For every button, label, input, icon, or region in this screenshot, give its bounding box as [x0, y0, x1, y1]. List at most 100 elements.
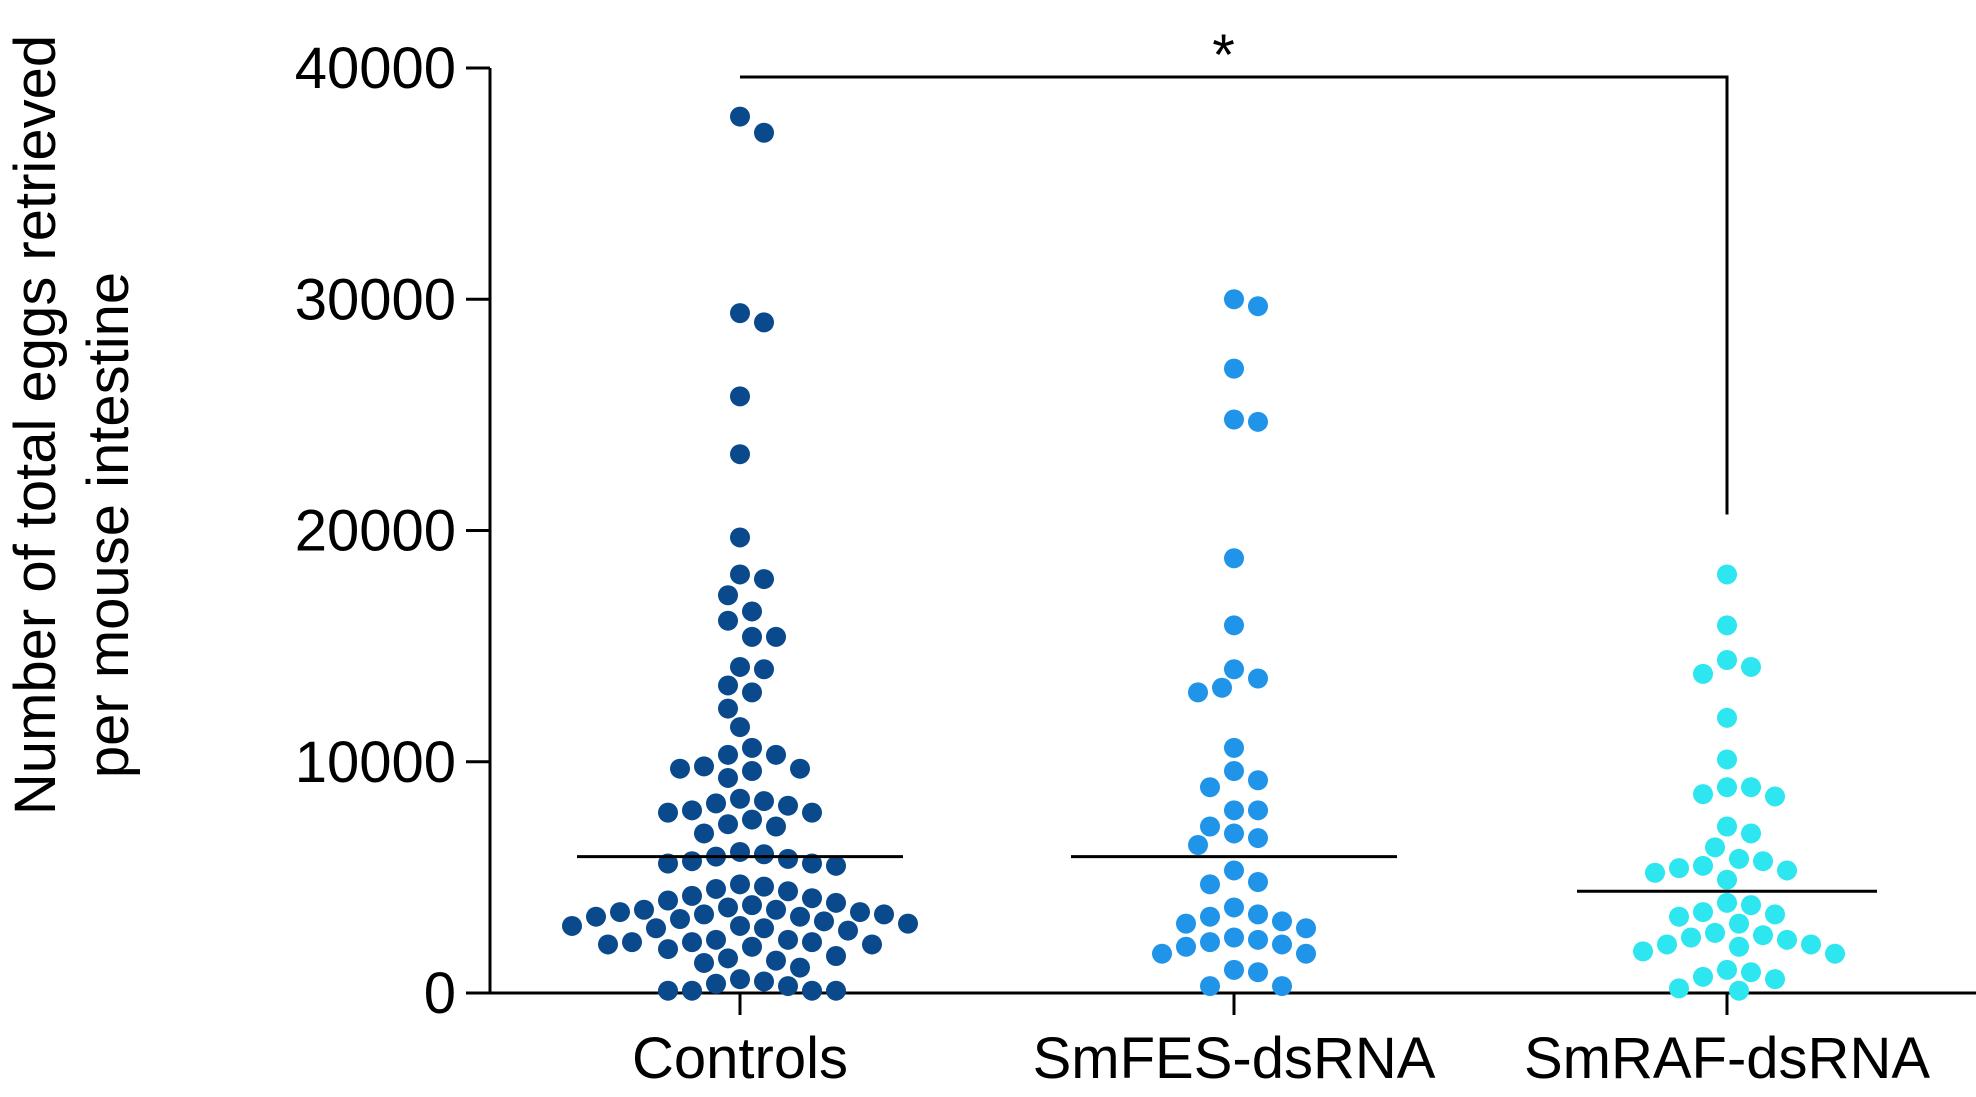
data-point: [1248, 411, 1268, 432]
data-point: [826, 946, 846, 966]
data-point: [718, 610, 738, 631]
data-point: [874, 904, 894, 925]
x-axis: Controls SmFES-dsRNA SmRAF-dsRNA: [490, 991, 1976, 1091]
data-point: [694, 823, 714, 844]
data-point: [1152, 943, 1172, 964]
data-point: [754, 312, 774, 333]
data-point: [1248, 296, 1268, 317]
data-point: [622, 932, 642, 953]
data-point: [1200, 816, 1220, 837]
data-point: [1248, 904, 1268, 925]
data-point: [1717, 869, 1737, 890]
data-point: [718, 585, 738, 606]
data-point: [826, 855, 846, 876]
data-point: [1705, 922, 1725, 943]
data-point: [670, 909, 690, 929]
data-point: [1669, 906, 1689, 927]
data-point: [730, 874, 750, 895]
data-point: [790, 957, 810, 978]
data-point: [1741, 895, 1761, 916]
data-point: [1705, 837, 1725, 858]
data-point: [1777, 860, 1797, 881]
data-point: [682, 800, 702, 821]
data-point: [1248, 828, 1268, 849]
data-point: [742, 809, 762, 830]
data-point: [730, 717, 750, 738]
data-point: [694, 952, 714, 973]
data-point: [682, 932, 702, 953]
data-point: [658, 980, 678, 1001]
data-point: [790, 906, 810, 927]
data-point: [1296, 918, 1316, 939]
data-point: [778, 976, 798, 997]
data-point: [766, 744, 786, 765]
data-point: [754, 659, 774, 680]
y-tick-label: 10000: [295, 730, 456, 795]
data-point: [706, 929, 726, 950]
data-point: [1272, 976, 1292, 997]
data-point: [1224, 289, 1244, 310]
data-point: [718, 948, 738, 969]
data-point: [754, 844, 774, 865]
data-points: [562, 106, 1845, 1001]
data-point: [1224, 800, 1244, 821]
data-point: [730, 386, 750, 407]
data-point: [742, 601, 762, 622]
data-point: [586, 906, 606, 927]
data-point: [1693, 784, 1713, 805]
x-tick-label: Controls: [632, 1026, 848, 1091]
data-point: [1693, 663, 1713, 684]
data-point: [1753, 851, 1773, 872]
significance-star: *: [1212, 23, 1235, 88]
data-point: [706, 878, 726, 899]
data-point: [1188, 682, 1208, 703]
data-point: [1717, 959, 1737, 980]
data-point: [766, 899, 786, 920]
data-point: [1248, 668, 1268, 689]
data-point: [1224, 409, 1244, 430]
data-point: [1717, 707, 1737, 728]
data-point: [718, 744, 738, 765]
data-point: [1224, 959, 1244, 980]
data-point: [766, 950, 786, 971]
data-point: [742, 936, 762, 957]
data-point: [1633, 941, 1653, 962]
data-point: [1717, 892, 1737, 913]
data-point: [1729, 848, 1749, 869]
data-point: [802, 980, 822, 1001]
data-point: [718, 897, 738, 918]
data-point: [1669, 978, 1689, 999]
data-point: [1272, 911, 1292, 932]
data-point: [766, 626, 786, 647]
data-point: [790, 758, 810, 779]
data-point: [1224, 897, 1244, 918]
y-axis-title: Number of total eggs retrieved per mouse…: [3, 35, 141, 815]
data-point: [1224, 737, 1244, 758]
data-point: [658, 853, 678, 874]
data-point: [1200, 906, 1220, 927]
data-point: [1224, 659, 1244, 680]
data-point: [1200, 777, 1220, 798]
data-point: [1200, 874, 1220, 895]
data-point: [1657, 934, 1677, 955]
y-axis: 0 10000 20000 30000 40000: [295, 36, 492, 1026]
data-point: [1224, 358, 1244, 379]
data-point: [754, 791, 774, 812]
data-point: [1717, 816, 1737, 837]
data-point: [598, 934, 618, 955]
data-point: [1200, 976, 1220, 997]
data-point: [814, 911, 834, 932]
data-point: [1224, 615, 1244, 636]
data-point: [1693, 966, 1713, 987]
data-point: [802, 932, 822, 953]
data-point: [778, 929, 798, 950]
data-point: [1224, 927, 1244, 948]
data-point: [1248, 800, 1268, 821]
data-point: [1765, 786, 1785, 807]
x-tick-label: SmRAF-dsRNA: [1524, 1026, 1930, 1091]
data-point: [778, 881, 798, 902]
data-point: [1248, 872, 1268, 892]
data-point: [1681, 927, 1701, 948]
data-point: [1741, 962, 1761, 983]
data-point: [718, 814, 738, 835]
